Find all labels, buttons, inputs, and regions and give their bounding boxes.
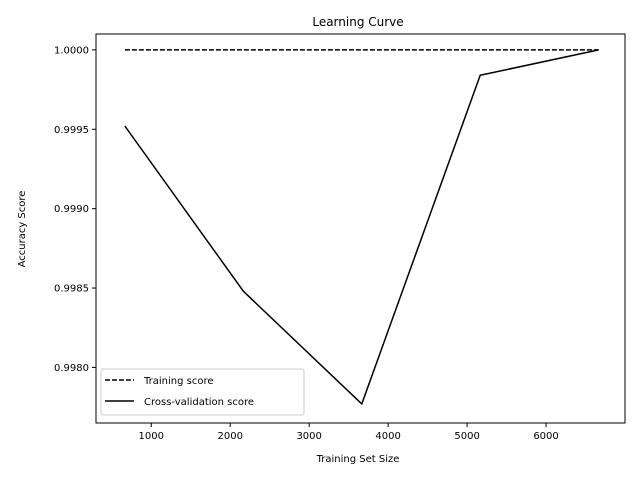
legend-label-training: Training score: [143, 376, 214, 387]
y-tick-label: 0.9980: [54, 363, 89, 374]
x-tick-label: 4000: [375, 431, 400, 442]
legend-label-cross-validation: Cross-validation score: [144, 397, 254, 408]
x-tick-label: 3000: [296, 431, 321, 442]
legend: Training score Cross-validation score: [100, 368, 305, 416]
cross-validation-score-line: [124, 49, 599, 405]
x-axis-ticks: 1000 2000 3000 4000 5000 6000: [139, 423, 559, 442]
y-axis-label: Accuracy Score: [17, 191, 28, 268]
y-tick-label: 0.9990: [54, 204, 89, 215]
x-tick-label: 1000: [139, 431, 164, 442]
chart-title: Learning Curve: [312, 15, 403, 29]
series-layer: [124, 49, 599, 405]
y-tick-label: 0.9995: [54, 125, 89, 136]
x-tick-label: 5000: [454, 431, 479, 442]
x-tick-label: 2000: [217, 431, 242, 442]
y-tick-label: 0.9985: [54, 284, 89, 295]
y-axis-ticks: 0.9980 0.9985 0.9990 0.9995 1.0000: [54, 45, 96, 374]
x-tick-label: 6000: [533, 431, 558, 442]
y-tick-label: 1.0000: [54, 45, 89, 56]
plot-area-frame: [95, 33, 626, 424]
legend-box: [100, 368, 305, 416]
x-axis-label: Training Set Size: [316, 454, 400, 465]
